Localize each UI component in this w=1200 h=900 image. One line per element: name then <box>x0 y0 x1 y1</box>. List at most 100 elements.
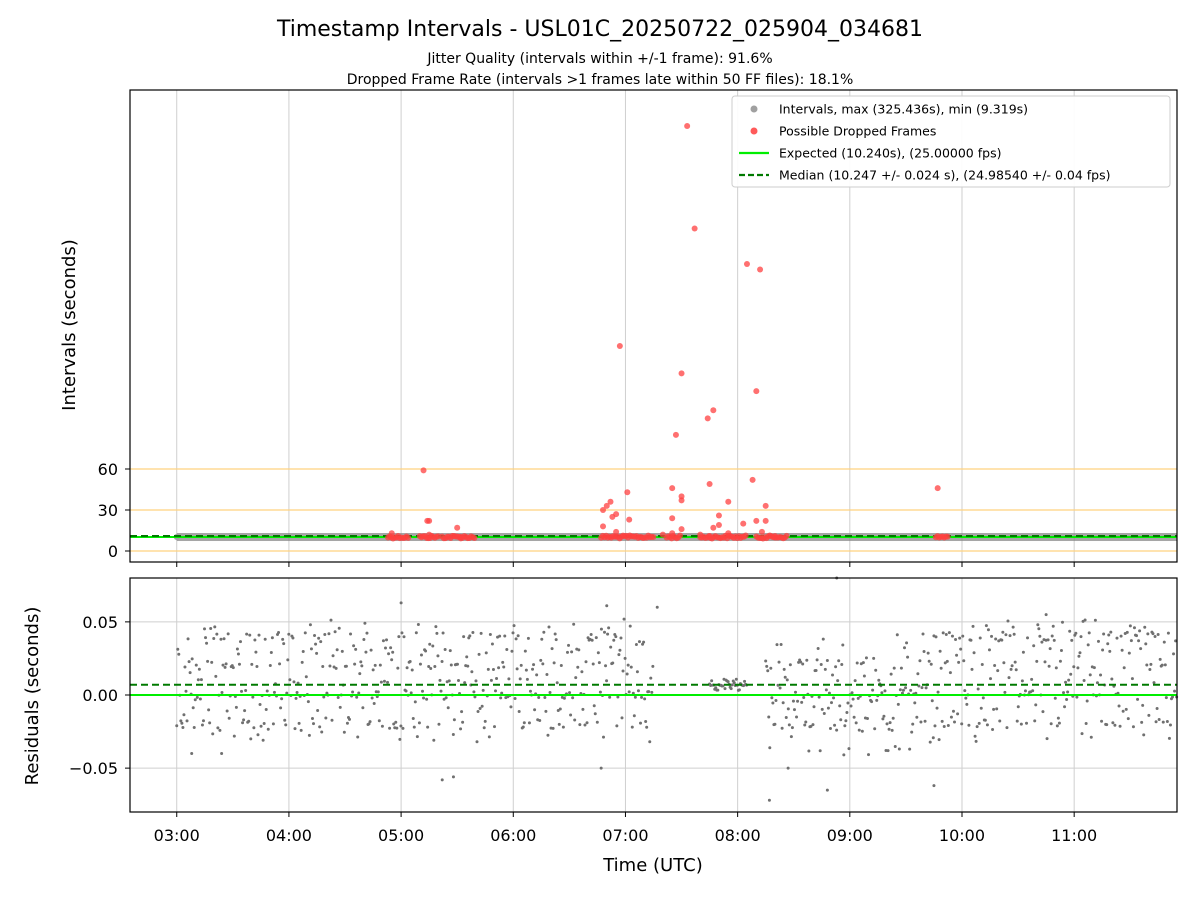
residual-point <box>337 626 341 630</box>
residual-point <box>882 714 886 718</box>
residual-point <box>1141 703 1145 707</box>
residual-point <box>645 725 649 729</box>
residual-point <box>1015 719 1019 723</box>
residual-point <box>439 689 443 693</box>
dropped-frame-point <box>706 532 713 539</box>
residual-point <box>932 784 936 788</box>
residual-point <box>908 747 912 751</box>
residual-point <box>556 709 560 713</box>
dropped-frame-point <box>600 507 607 513</box>
residual-point <box>304 675 308 679</box>
residual-point <box>831 673 835 677</box>
residual-point <box>824 688 828 692</box>
residual-point <box>1153 634 1157 638</box>
residual-point <box>1095 681 1099 685</box>
residual-point <box>381 639 385 643</box>
residual-point <box>1086 643 1090 647</box>
residual-point <box>821 637 825 641</box>
residual-point <box>905 641 909 645</box>
residual-point <box>373 663 377 667</box>
residual-point <box>770 696 774 700</box>
residual-point <box>1168 723 1172 727</box>
residual-point <box>1031 689 1035 693</box>
residual-point <box>590 638 594 642</box>
residual-point <box>832 696 836 700</box>
residual-point <box>578 723 582 727</box>
residual-point <box>351 690 355 694</box>
residual-point <box>484 651 488 655</box>
residual-point <box>1108 649 1112 653</box>
residual-point <box>408 660 412 664</box>
residual-point <box>538 719 542 723</box>
residual-point <box>1044 613 1048 617</box>
residual-point <box>1077 654 1081 658</box>
residual-point <box>205 641 209 645</box>
residual-point <box>1066 690 1070 694</box>
residual-point <box>1014 668 1018 672</box>
residual-point <box>262 721 266 725</box>
residual-point <box>782 667 786 671</box>
residual-point <box>612 638 616 642</box>
residual-point <box>1106 642 1110 646</box>
residual-point <box>1142 733 1146 737</box>
dropped-frame-point <box>710 407 717 414</box>
residual-point <box>1171 695 1175 699</box>
residual-point <box>621 669 625 673</box>
residual-point <box>336 696 340 700</box>
residual-point <box>1163 663 1167 667</box>
residual-point <box>512 624 516 628</box>
top-y-tick-label: 60 <box>98 460 118 479</box>
residual-point <box>846 701 850 705</box>
residual-point <box>214 674 218 678</box>
dropped-frame-point <box>616 343 623 349</box>
residual-point <box>897 747 901 751</box>
residual-point <box>793 690 797 694</box>
residual-point <box>1067 678 1071 682</box>
residual-point <box>221 663 225 667</box>
x-tick-label: 11:00 <box>1051 826 1097 845</box>
residual-point <box>218 728 222 732</box>
residual-point <box>478 707 482 711</box>
dropped-frame-point <box>609 513 616 520</box>
residual-point <box>1174 639 1178 643</box>
residual-point <box>1093 618 1097 622</box>
residual-point <box>801 662 805 666</box>
residual-point <box>949 715 953 719</box>
residual-point <box>781 701 785 705</box>
residual-point <box>778 686 782 690</box>
residual-point <box>433 664 437 668</box>
residual-point <box>605 604 609 608</box>
residual-point <box>921 632 925 636</box>
residual-point <box>972 651 976 655</box>
residual-point <box>1101 648 1105 652</box>
residual-point <box>628 624 632 628</box>
residual-point <box>193 698 197 702</box>
residual-point <box>989 677 993 681</box>
residual-point <box>1065 698 1069 702</box>
residual-point <box>1172 652 1176 656</box>
residual-point <box>616 695 620 699</box>
residual-point <box>293 727 297 731</box>
residual-point <box>489 678 493 682</box>
residual-point <box>451 775 455 779</box>
residual-point <box>888 721 892 725</box>
residual-point <box>743 679 747 683</box>
residual-point <box>227 716 231 720</box>
residual-point <box>234 705 238 709</box>
residual-point <box>514 637 518 641</box>
residual-point <box>993 663 997 667</box>
residual-point <box>853 679 857 683</box>
residual-point <box>1125 630 1129 634</box>
residual-point <box>235 647 239 651</box>
residual-point <box>885 722 889 726</box>
residual-point <box>183 665 187 669</box>
residual-point <box>995 707 999 711</box>
residual-point <box>283 718 287 722</box>
residual-point <box>486 667 490 671</box>
residual-point <box>309 647 313 651</box>
residual-point <box>236 652 240 656</box>
residual-point <box>416 623 420 627</box>
residual-point <box>805 658 809 662</box>
residual-point <box>362 638 366 642</box>
residual-point <box>295 690 299 694</box>
